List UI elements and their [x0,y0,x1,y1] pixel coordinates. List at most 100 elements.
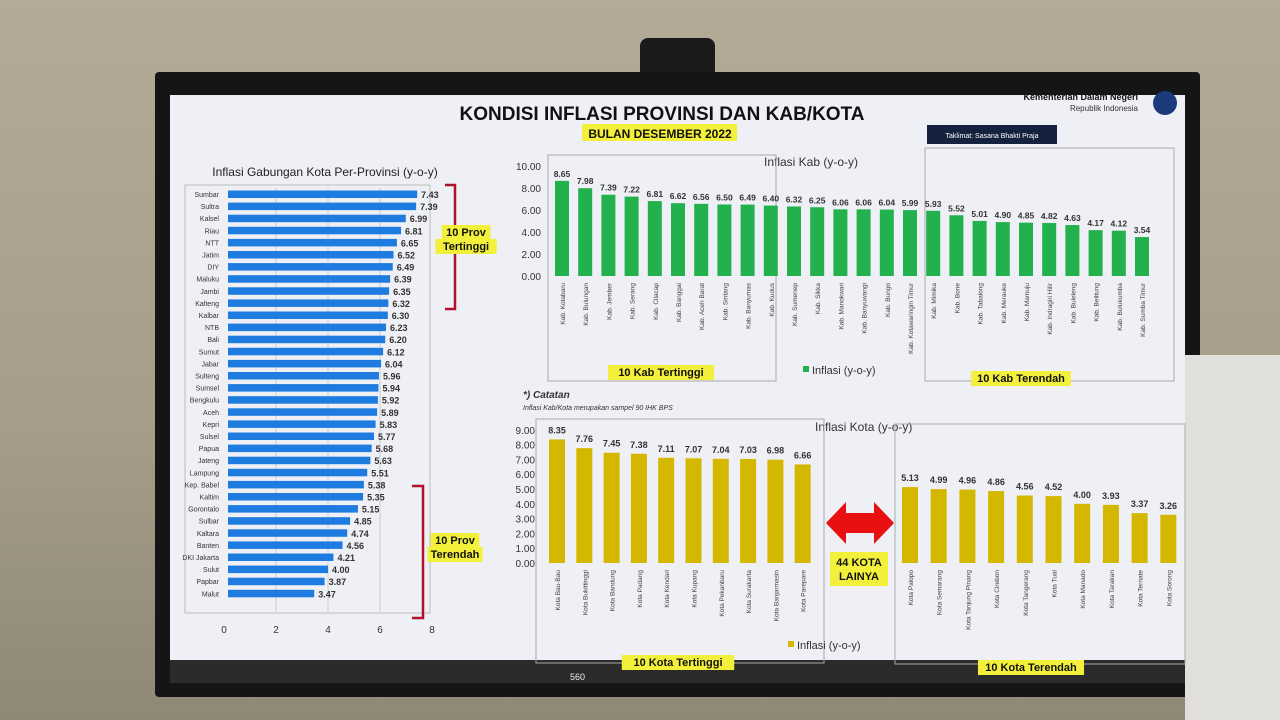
category-label: Sumut [199,349,219,356]
category-label: Kalbar [199,313,220,320]
data-label: 6.39 [394,275,412,285]
y-tick-label: 2.00 [516,529,536,540]
data-label: 7.22 [623,185,640,195]
data-label: 5.93 [925,199,942,209]
category-label: Bali [207,337,219,344]
data-label: 6.35 [393,287,411,297]
bar [1042,222,1057,276]
data-label: 4.96 [959,476,977,486]
bottom-prov-label-2: Terendah [431,549,480,561]
data-label: 6.30 [392,311,410,321]
kota-chart: Inflasi Kota (y-o-y) 0.00 1.00 2.00 3.00 4.00… [516,418,1186,675]
data-label: 5.52 [948,203,965,213]
y-tick-label: 5.00 [516,485,536,496]
bar [228,541,343,549]
data-label: 5.01 [971,209,988,219]
kab-chart-title: Inflasi Kab (y-o-y) [764,155,858,169]
category-label: Sultra [201,204,219,211]
data-label: 6.04 [879,198,896,208]
data-label: 4.86 [987,477,1005,487]
top-prov-label-2-highlight [435,239,497,254]
category-label: Kota Semarang [937,570,944,616]
legend-label: Inflasi (y-o-y) [812,365,876,377]
category-label: Kota Kendari [664,570,671,608]
category-label: Gorontalo [188,507,219,514]
data-label: 5.89 [381,408,399,418]
category-label: Malut [202,591,219,598]
bar [1131,513,1148,563]
category-label: Sumsel [196,386,220,393]
category-label: Kota Bau-Bau [555,570,562,611]
bar [1074,503,1091,563]
bar [228,517,351,525]
data-label: 8.35 [548,425,566,435]
second-monitor [1185,355,1280,720]
bottom-prov-label-highlight [430,533,480,548]
bar [228,238,397,247]
category-label: Aceh [203,410,219,417]
bar [228,480,364,489]
bar [1045,496,1062,563]
bar [228,263,393,271]
data-label: 4.52 [1045,482,1063,492]
bar [1160,514,1177,563]
y-tick-label: 6.00 [516,470,536,481]
data-label: 3.54 [1134,225,1151,235]
bottom-kab-label: 10 Kab Terendah [977,373,1065,385]
y-tick-label: 3.00 [516,515,536,526]
category-label: Jatim [202,253,219,260]
category-label: Kalsel [200,216,220,223]
bar [228,384,379,392]
y-tick-label: 0.00 [522,272,542,283]
data-label: 4.90 [995,210,1012,220]
bar [671,203,685,276]
province-chart: Inflasi Gabungan Kota Per-Provinsi (y-o-… [182,165,497,636]
category-label: Kota Sorong [1166,570,1173,607]
category-label: Kab. Bulukumba [1117,283,1124,331]
data-label: 3.93 [1102,491,1120,501]
location-badge-text: Taklimat: Sasana Bhakti Praja [946,133,1039,140]
bar [603,452,620,563]
data-label: 6.06 [855,197,872,207]
data-label: 5.94 [382,384,400,394]
data-label: 7.07 [685,444,703,454]
bar [658,457,675,563]
bar [694,203,709,276]
category-label: Sulteng [195,374,219,381]
data-label: 5.83 [380,420,398,430]
slide-title: KONDISI INFLASI PROVINSI DAN KAB/KOTA [460,104,865,125]
x-tick-label: 0 [221,625,227,636]
category-label: Sulsel [200,434,220,441]
bar [228,214,406,223]
bar [740,204,755,276]
bar [1088,230,1103,276]
data-label: 3.37 [1131,499,1149,509]
category-label: Kab. Cilacap [653,283,660,320]
participants-count[interactable]: 560 [570,672,585,682]
notes-title: *) Catatan [523,390,570,401]
category-label: Kab. Bulungan [583,283,590,326]
category-label: Kab. Tabalong [978,283,985,325]
category-label: Kab. Sumenep [792,283,799,326]
category-label: Papbar [196,579,219,586]
bar [879,209,894,276]
category-label: Kab. Banggai [676,283,683,322]
bar [228,226,402,235]
top-prov-label-highlight [441,225,491,240]
category-label: Kota Ternate [1138,570,1145,607]
province-chart-title: Inflasi Gabungan Kota Per-Provinsi (y-o-… [212,165,437,179]
bar [949,215,964,276]
category-label: Kab. Banyumas [746,282,753,329]
category-label: Maluku [196,277,219,284]
data-label: 6.32 [786,194,803,204]
category-label: Kab. Sintang [722,283,729,321]
data-label: 5.38 [368,480,386,490]
data-label: 6.40 [763,194,780,204]
data-label: 5.68 [376,444,394,454]
subtitle-highlight [582,124,737,141]
bar [228,347,384,356]
bar [228,432,375,440]
data-label: 6.56 [693,192,710,202]
ministry-logo [1153,91,1177,115]
